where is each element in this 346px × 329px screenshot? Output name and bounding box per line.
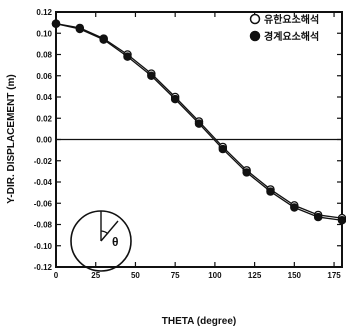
inset-angle-arc: [100, 230, 109, 235]
data-point-series-2: [123, 52, 132, 61]
data-point-series-2: [313, 212, 323, 222]
inset-theta-symbol: θ: [112, 235, 119, 249]
y-tick-label: 0.04: [36, 93, 52, 102]
y-tick-label: 0.12: [36, 8, 52, 17]
data-point-series-2: [218, 144, 228, 154]
x-tick-label: 175: [327, 271, 341, 280]
y-tick-label: -0.08: [34, 221, 53, 230]
x-tick-label: 50: [131, 271, 140, 280]
data-point-series-2: [290, 203, 299, 212]
x-tick-label: 125: [248, 271, 262, 280]
legend-marker-open: [249, 13, 261, 25]
data-point-series-2: [266, 187, 275, 196]
y-axis-ticks: 0.12 0.10 0.08 0.06 0.04 0.02 0.00 -0.02 -0.04 -0…: [34, 8, 342, 272]
data-point-series-2: [99, 35, 108, 44]
legend-label-bem: 경계요소해석: [264, 30, 319, 43]
y-tick-label: -0.06: [34, 199, 53, 208]
x-tick-label: 100: [208, 271, 222, 280]
data-point-series-2: [170, 94, 180, 104]
y-tick-label: 0.00: [36, 136, 52, 145]
series-markers: [51, 19, 346, 225]
legend: 유한요소해석 경계요소해석: [249, 13, 319, 43]
data-point-series-2: [51, 19, 61, 28]
y-tick-label: 0.06: [36, 72, 52, 81]
x-tick-label: 150: [288, 271, 302, 280]
x-tick-label: 25: [91, 271, 100, 280]
y-tick-label: -0.02: [34, 157, 53, 166]
y-tick-label: 0.10: [36, 29, 52, 38]
x-axis-ticks: 0 25 50 75 100 125 150 175: [54, 12, 341, 280]
angle-inset: θ: [70, 210, 132, 272]
y-tick-label: 0.02: [36, 114, 52, 123]
x-axis-label: THETA (degree): [162, 316, 236, 327]
legend-marker-filled: [249, 30, 261, 42]
data-point-series-2: [194, 119, 204, 128]
x-tick-label: 75: [171, 271, 180, 280]
x-tick-label: 0: [54, 271, 59, 280]
inset-radial-line: [100, 220, 119, 242]
data-point-series-2: [147, 71, 156, 81]
y-tick-label: -0.12: [34, 263, 53, 272]
y-axis-label: Y-DIR. DISPLACEMENT (m): [6, 74, 17, 203]
data-point-series-2: [337, 216, 346, 225]
data-point-series-2: [242, 168, 251, 177]
y-tick-label: -0.10: [34, 242, 53, 251]
y-tick-label: 0.08: [36, 51, 52, 60]
legend-label-fem: 유한요소해석: [264, 13, 319, 26]
data-point-series-2: [75, 24, 85, 34]
y-tick-label: -0.04: [34, 178, 53, 187]
